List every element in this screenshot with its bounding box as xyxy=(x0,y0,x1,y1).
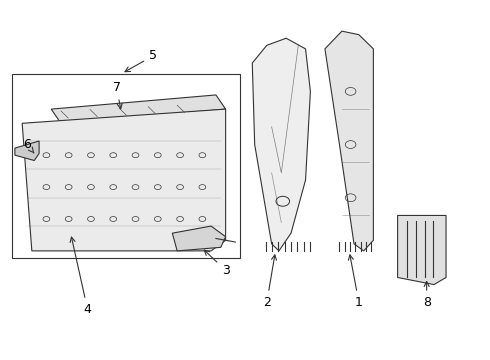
Text: 7: 7 xyxy=(113,81,122,109)
Text: 3: 3 xyxy=(204,250,229,277)
Text: 1: 1 xyxy=(348,255,363,309)
Polygon shape xyxy=(22,109,225,251)
Text: 2: 2 xyxy=(263,255,276,309)
Polygon shape xyxy=(325,31,373,251)
Polygon shape xyxy=(252,38,310,251)
Polygon shape xyxy=(397,215,446,284)
Polygon shape xyxy=(51,95,225,123)
Text: 5: 5 xyxy=(125,49,157,72)
Text: 6: 6 xyxy=(23,138,34,153)
Text: 4: 4 xyxy=(70,237,92,316)
Polygon shape xyxy=(15,141,39,161)
Text: 8: 8 xyxy=(423,282,431,309)
Polygon shape xyxy=(172,226,225,251)
